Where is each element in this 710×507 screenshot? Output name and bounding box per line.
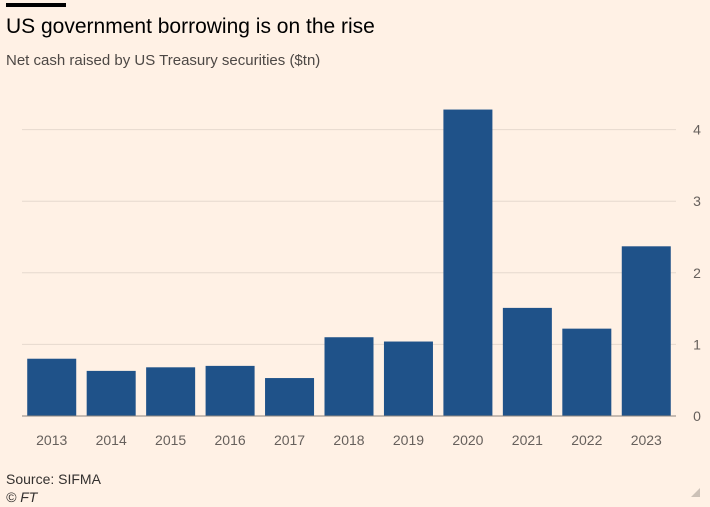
brand-bar [6, 3, 66, 7]
bar-2014 [86, 370, 136, 416]
bar-2023 [621, 246, 671, 416]
bar-2017 [265, 378, 315, 416]
x-tick-label: 2023 [631, 432, 662, 448]
y-tick-label: 2 [693, 265, 701, 281]
y-tick-label: 1 [693, 336, 701, 352]
x-tick-label: 2021 [512, 432, 543, 448]
y-tick-label: 0 [693, 408, 701, 424]
bar-2015 [146, 367, 196, 416]
x-tick-label: 2013 [36, 432, 67, 448]
chart-title: US government borrowing is on the rise [6, 15, 375, 38]
bar-2018 [324, 337, 374, 416]
bar-2020 [443, 109, 493, 416]
bar-2021 [502, 307, 552, 416]
x-tick-label: 2017 [274, 432, 305, 448]
x-tick-label: 2014 [96, 432, 127, 448]
bar-2022 [562, 328, 612, 416]
x-tick-label: 2015 [155, 432, 186, 448]
x-tick-label: 2018 [333, 432, 364, 448]
chart-subtitle: Net cash raised by US Treasury securitie… [6, 52, 321, 69]
x-tick-label: 2019 [393, 432, 424, 448]
x-tick-label: 2022 [571, 432, 602, 448]
source-note: Source: SIFMA [6, 471, 101, 487]
bar-2019 [383, 341, 433, 416]
x-tick-label: 2016 [215, 432, 246, 448]
resize-handle-icon [691, 488, 700, 497]
y-tick-label: 4 [693, 122, 701, 138]
ft-credit: © FT [6, 489, 38, 505]
bar-2016 [205, 365, 255, 416]
y-tick-label: 3 [693, 193, 701, 209]
x-tick-label: 2020 [452, 432, 483, 448]
bar-2013 [27, 358, 77, 416]
